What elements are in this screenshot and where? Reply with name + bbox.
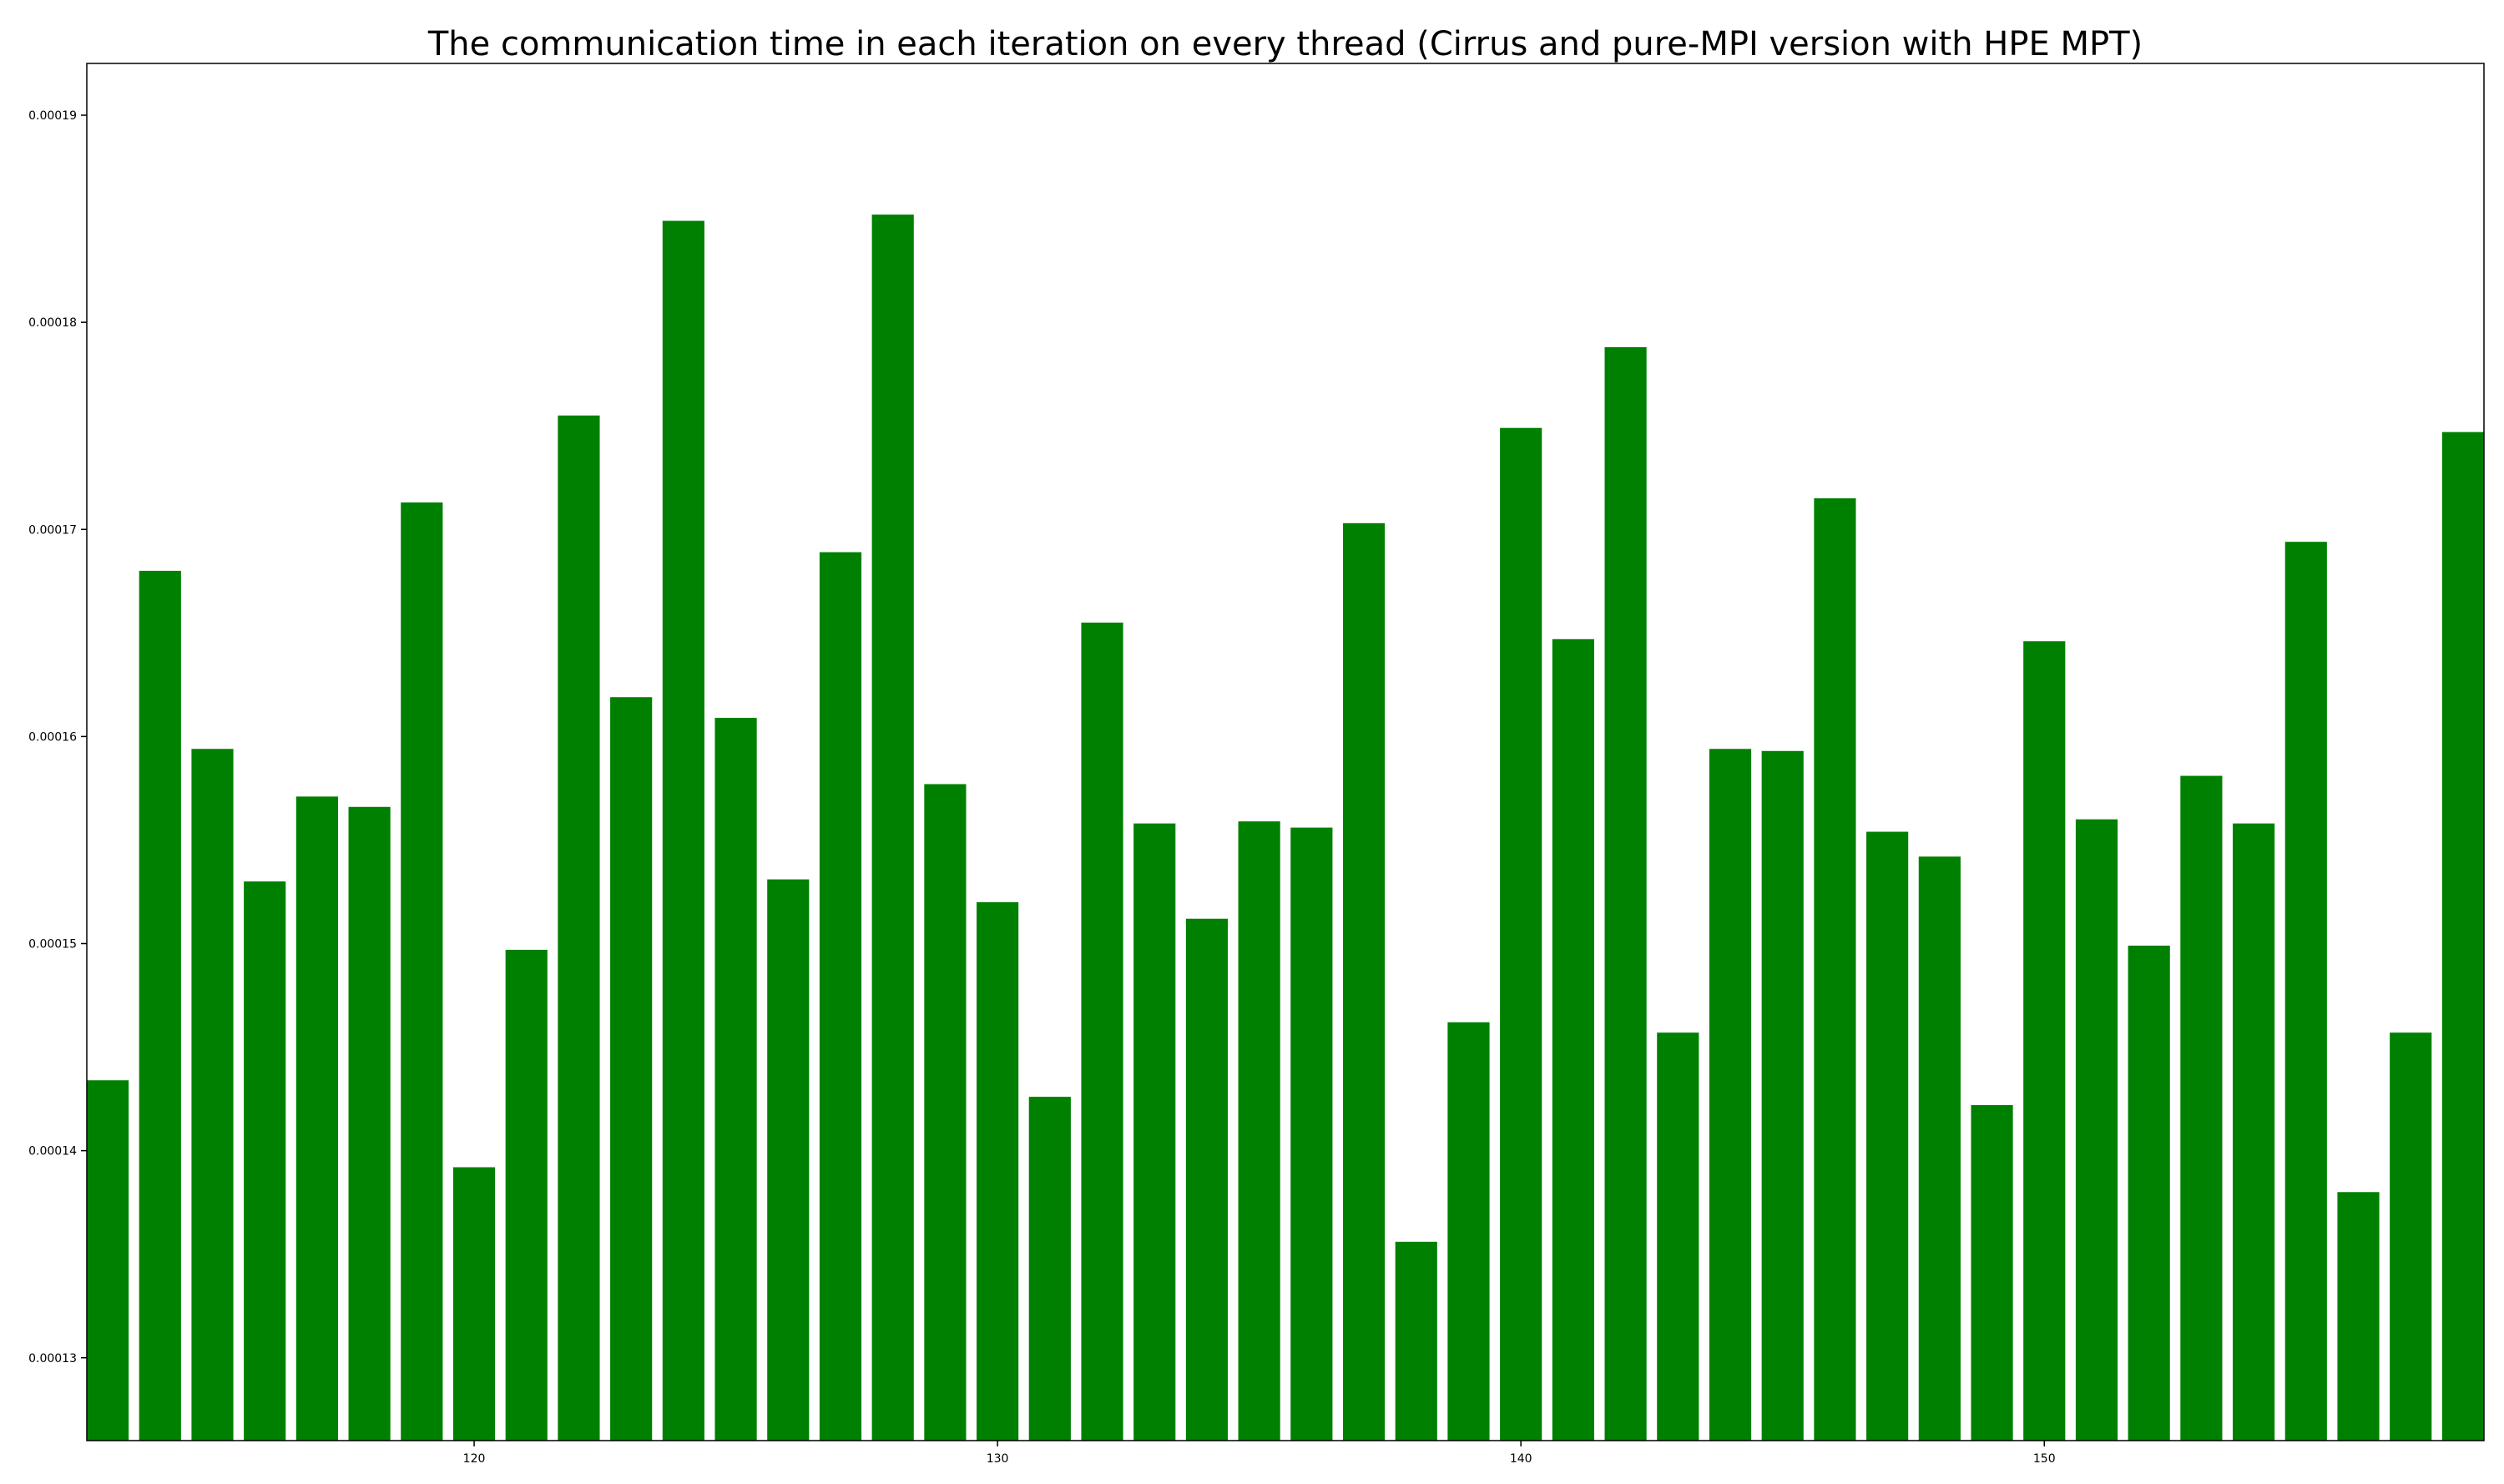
bar-129 xyxy=(924,784,967,1441)
bar-151 xyxy=(2075,819,2118,1441)
bar-144 xyxy=(1709,749,1752,1441)
bar-114 xyxy=(139,570,181,1441)
y-tick-label: 0.00017 xyxy=(28,523,77,537)
bar-157 xyxy=(2390,1032,2432,1441)
bar-116 xyxy=(244,881,286,1441)
y-tick-label: 0.00015 xyxy=(28,938,77,951)
bar-131 xyxy=(1028,1097,1071,1441)
bar-139 xyxy=(1447,1022,1490,1441)
bar-156 xyxy=(2337,1192,2380,1441)
bar-118 xyxy=(348,806,391,1441)
bar-149 xyxy=(1971,1105,2013,1441)
x-tick-label: 140 xyxy=(1510,1452,1532,1466)
y-tick-label: 0.00019 xyxy=(28,109,77,123)
y-axis: 0.00013 0.00014 0.00015 0.00016 0.00017 0.000… xyxy=(28,109,87,1365)
bar-137 xyxy=(1342,522,1386,1441)
bar-147 xyxy=(1866,831,1909,1441)
bar-155 xyxy=(2284,542,2327,1441)
bar-117 xyxy=(295,796,338,1441)
x-tick-label: 150 xyxy=(2033,1452,2056,1466)
bar-121 xyxy=(505,949,548,1441)
bar-154 xyxy=(2233,823,2275,1441)
chart-title: The communication time in each iteration… xyxy=(427,25,2143,63)
y-tick-label: 0.00014 xyxy=(28,1145,77,1158)
bar-138 xyxy=(1395,1241,1437,1441)
bar-136 xyxy=(1290,827,1333,1441)
bar-124 xyxy=(662,220,704,1441)
bar-158 xyxy=(2441,432,2484,1441)
bar-132 xyxy=(1081,622,1123,1441)
y-tick-label: 0.00013 xyxy=(28,1352,77,1365)
bar-148 xyxy=(1918,856,1961,1441)
bar-133 xyxy=(1133,823,1176,1441)
bar-123 xyxy=(610,697,653,1441)
bars-group xyxy=(87,215,2484,1441)
bar-145 xyxy=(1761,750,1804,1441)
bar-113 xyxy=(87,1080,129,1441)
plot-frame xyxy=(86,63,2485,1441)
bar-125 xyxy=(714,718,757,1441)
bar-134 xyxy=(1185,918,1229,1441)
bar-141 xyxy=(1552,639,1594,1441)
bar-126 xyxy=(767,879,810,1441)
bar-140 xyxy=(1500,427,1542,1441)
bar-128 xyxy=(871,215,914,1441)
bar-119 xyxy=(401,502,443,1441)
bar-152 xyxy=(2128,945,2170,1441)
bar-150 xyxy=(2023,641,2066,1441)
bar-122 xyxy=(558,415,600,1441)
bar-146 xyxy=(1814,498,1856,1441)
x-tick-label: 120 xyxy=(463,1452,486,1466)
bar-135 xyxy=(1238,821,1280,1441)
y-tick-label: 0.00018 xyxy=(28,316,77,330)
bar-142 xyxy=(1604,346,1647,1441)
bar-120 xyxy=(452,1167,496,1441)
bar-115 xyxy=(191,749,234,1441)
bar-127 xyxy=(819,552,862,1441)
y-tick-label: 0.00016 xyxy=(28,730,77,744)
x-tick-label: 130 xyxy=(987,1452,1009,1466)
bar-130 xyxy=(977,901,1019,1441)
x-axis: 120 130 140 150 xyxy=(463,1441,2056,1466)
bar-153 xyxy=(2180,775,2223,1441)
bar-143 xyxy=(1657,1032,1699,1441)
